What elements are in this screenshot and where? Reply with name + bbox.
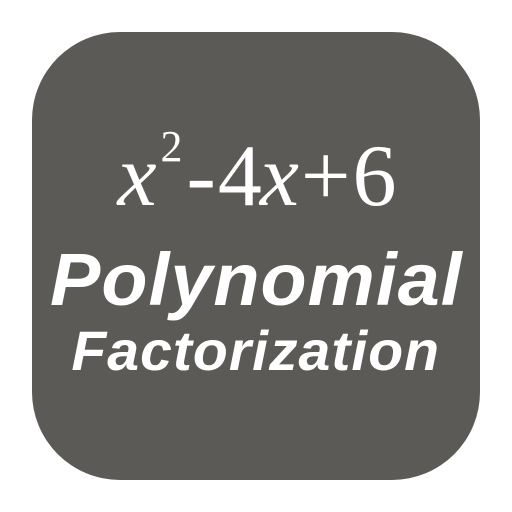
app-icon: x2-4x+6 Polynomial Factorization bbox=[32, 32, 480, 480]
formula-exponent: 2 bbox=[161, 125, 181, 169]
formula-variable: x bbox=[117, 133, 154, 221]
formula-minus: - bbox=[187, 133, 214, 221]
formula-coefficient: 4 bbox=[218, 133, 260, 221]
title-line1: Polynomial bbox=[50, 243, 463, 317]
formula-variable2: x bbox=[260, 133, 297, 221]
formula-constant: 6 bbox=[353, 133, 395, 221]
formula-plus: + bbox=[301, 133, 349, 221]
title-line2: Factorization bbox=[72, 323, 441, 379]
polynomial-formula: x2-4x+6 bbox=[117, 133, 394, 221]
